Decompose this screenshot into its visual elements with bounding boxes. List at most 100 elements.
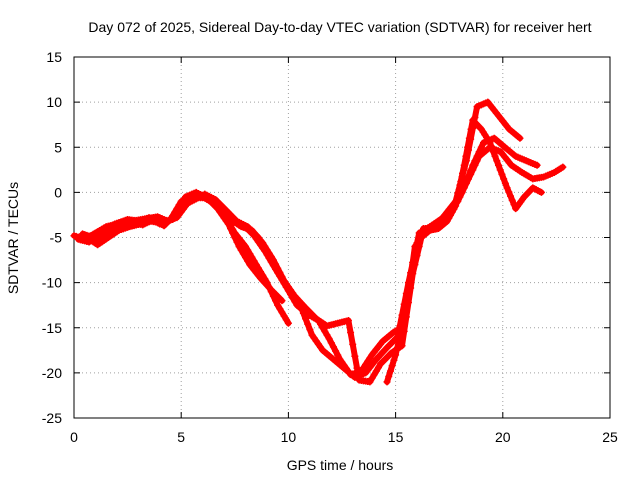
data-point xyxy=(388,362,396,370)
data-point xyxy=(469,161,477,169)
data-point xyxy=(224,220,232,228)
data-point xyxy=(329,343,337,351)
data-point xyxy=(488,143,496,151)
data-point xyxy=(351,352,359,360)
data-point xyxy=(493,157,501,165)
data-point xyxy=(280,312,288,320)
series-trace xyxy=(79,144,566,378)
data-point xyxy=(274,301,282,309)
data-point xyxy=(495,161,503,169)
data-point xyxy=(501,179,509,187)
data-point xyxy=(332,347,340,355)
data-point xyxy=(306,326,314,334)
data-point xyxy=(508,196,516,204)
data-point xyxy=(235,243,243,251)
data-point xyxy=(347,328,355,336)
y-axis-label: SDTVAR / TECUs xyxy=(5,182,21,294)
data-point xyxy=(496,166,504,174)
data-point xyxy=(503,184,511,192)
data-point xyxy=(383,378,391,386)
series-4 xyxy=(83,134,541,381)
data-point xyxy=(227,224,235,232)
data-point xyxy=(398,322,406,330)
data-point xyxy=(498,170,506,178)
data-point xyxy=(477,143,485,151)
y-tick-label: 10 xyxy=(46,94,62,110)
data-point xyxy=(246,250,254,258)
data-point xyxy=(416,239,424,247)
data-point xyxy=(475,148,483,156)
data-point xyxy=(393,344,401,352)
y-tick-label: 5 xyxy=(54,139,62,155)
data-point xyxy=(278,273,286,281)
data-point xyxy=(465,134,473,142)
data-point xyxy=(231,234,239,241)
data-point xyxy=(467,167,475,175)
data-point xyxy=(366,378,374,386)
data-point xyxy=(250,257,258,265)
series-5 xyxy=(87,98,524,386)
data-point xyxy=(458,169,466,177)
data-point xyxy=(276,305,284,313)
data-point xyxy=(353,364,361,372)
x-tick-label: 0 xyxy=(70,429,78,445)
data-point xyxy=(402,304,410,312)
data-point xyxy=(462,152,470,160)
data-point xyxy=(237,246,245,254)
data-point xyxy=(404,293,412,301)
data-point xyxy=(457,178,465,186)
data-point xyxy=(229,229,237,237)
x-tick-label: 20 xyxy=(495,429,511,445)
data-point xyxy=(410,255,418,263)
data-point xyxy=(370,371,378,379)
data-point xyxy=(374,363,382,371)
y-tick-label: -25 xyxy=(42,410,62,426)
data-point xyxy=(533,161,541,169)
data-point xyxy=(505,188,513,196)
data-point xyxy=(327,339,335,347)
data-point xyxy=(491,152,499,160)
data-point xyxy=(334,351,342,359)
data-point xyxy=(537,188,545,196)
data-point xyxy=(460,161,468,169)
x-tick-label: 15 xyxy=(388,429,404,445)
data-point xyxy=(409,261,417,269)
data-point xyxy=(471,157,479,165)
grid xyxy=(74,57,610,418)
data-point xyxy=(344,317,352,325)
data-point xyxy=(500,175,508,183)
series-6 xyxy=(383,116,545,386)
y-tick-label: 0 xyxy=(54,184,62,200)
data-point xyxy=(304,320,312,328)
data-point xyxy=(299,309,307,317)
y-tick-label: -5 xyxy=(50,230,63,246)
series-trace xyxy=(88,99,523,385)
data-point xyxy=(400,315,408,323)
y-tick-label: -10 xyxy=(42,275,62,291)
chart-title: Day 072 of 2025, Sidereal Day-to-day VTE… xyxy=(88,19,591,35)
data-point xyxy=(464,143,472,151)
data-point xyxy=(473,152,481,160)
data-point xyxy=(325,335,333,343)
data-point xyxy=(455,186,463,194)
data-point xyxy=(489,148,497,156)
data-point xyxy=(233,238,241,246)
data-point xyxy=(414,244,422,252)
data-point xyxy=(252,261,260,269)
data-point xyxy=(486,139,494,147)
series-trace xyxy=(83,135,541,381)
data-series xyxy=(70,98,567,386)
x-tick-label: 25 xyxy=(602,429,618,445)
data-point xyxy=(407,271,415,279)
data-point xyxy=(390,356,398,364)
y-tick-label: -15 xyxy=(42,320,62,336)
data-point xyxy=(464,172,472,180)
data-point xyxy=(242,253,250,261)
data-point xyxy=(272,260,280,268)
y-tick-label: 15 xyxy=(46,49,62,65)
data-point xyxy=(559,163,567,171)
data-point xyxy=(368,374,376,382)
axis-ticks: 0 5 10 15 20 25 -25 -20 -15 -10 -5 0 5 10 15 xyxy=(42,49,618,445)
data-point xyxy=(274,264,282,272)
x-axis-label: GPS time / hours xyxy=(287,457,394,473)
